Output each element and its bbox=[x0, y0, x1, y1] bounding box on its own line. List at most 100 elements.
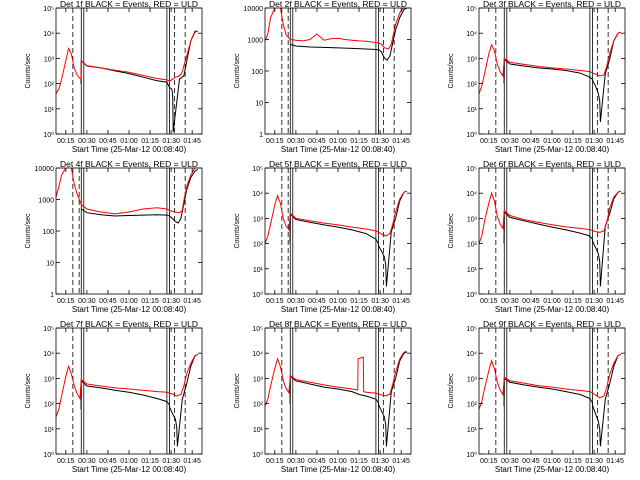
y-tick-label: 10³ bbox=[253, 216, 264, 223]
plot-frame bbox=[478, 7, 626, 135]
y-axis-label: Counts/sec bbox=[234, 373, 241, 409]
y-axis-label: Counts/sec bbox=[25, 373, 32, 409]
x-tick-label: 00:30 bbox=[287, 298, 305, 305]
series-line-uld bbox=[56, 168, 196, 215]
y-tick-label: 10⁰ bbox=[43, 131, 54, 139]
panel-det-5: Det 5f BLACK = Events, RED = ULD 10⁰ 10¹ 10… bbox=[234, 159, 412, 314]
x-tick-label: 00:30 bbox=[287, 458, 305, 465]
x-tick-label: 00:30 bbox=[501, 138, 519, 145]
series-line-events bbox=[503, 31, 621, 123]
x-tick-label: 01:15 bbox=[141, 458, 159, 465]
y-tick-label: 10⁴ bbox=[252, 191, 263, 198]
y-tick-label: 10⁵ bbox=[43, 6, 54, 13]
x-tick-label: 01:30 bbox=[371, 458, 389, 465]
x-tick-label: 00:15 bbox=[57, 458, 75, 465]
y-tick-label: 10⁴ bbox=[43, 351, 54, 358]
y-tick-label: 10⁴ bbox=[466, 31, 477, 38]
x-tick-label: 01:45 bbox=[606, 138, 624, 145]
x-tick-label: 01:15 bbox=[141, 298, 159, 305]
y-tick-label: 100 bbox=[42, 229, 54, 236]
x-tick-label: 01:45 bbox=[606, 298, 624, 305]
y-tick-label: 1 bbox=[259, 132, 263, 139]
y-tick-label: 10 bbox=[46, 261, 54, 268]
x-tick-label: 01:30 bbox=[162, 458, 180, 465]
y-tick-label: 1000 bbox=[247, 38, 263, 45]
panel-det-6: Det 6f BLACK = Events, RED = ULD 10⁰ 10¹ 10… bbox=[448, 159, 626, 314]
y-tick-label: 10⁵ bbox=[466, 6, 477, 13]
y-tick-label: 10⁴ bbox=[252, 351, 263, 358]
x-tick-label: 01:00 bbox=[329, 458, 347, 465]
x-tick-label: 01:45 bbox=[606, 458, 624, 465]
y-tick-label: 10⁰ bbox=[252, 291, 263, 299]
x-tick-label: 00:45 bbox=[522, 138, 540, 145]
x-tick-label: 00:15 bbox=[57, 298, 75, 305]
x-tick-label: 00:15 bbox=[266, 138, 284, 145]
y-tick-label: 10³ bbox=[253, 376, 264, 383]
x-tick-label: 01:15 bbox=[564, 458, 582, 465]
y-tick-label: 10⁰ bbox=[466, 451, 477, 459]
y-tick-label: 10¹ bbox=[253, 267, 264, 274]
x-axis-label: Start Time (25-Mar-12 00:08:40) bbox=[281, 305, 396, 314]
series-line-events bbox=[503, 353, 621, 447]
y-tick-label: 10¹ bbox=[44, 107, 55, 114]
series-line-events bbox=[80, 30, 198, 133]
x-tick-label: 00:45 bbox=[99, 138, 117, 145]
x-tick-label: 01:15 bbox=[564, 298, 582, 305]
y-axis-label: Counts/sec bbox=[234, 213, 241, 249]
plot-frame bbox=[264, 327, 412, 455]
chart-title: Det 8f BLACK = Events, RED = ULD bbox=[269, 319, 407, 329]
x-axis-label: Start Time (25-Mar-12 00:08:40) bbox=[72, 305, 187, 314]
chart-title: Det 7f BLACK = Events, RED = ULD bbox=[60, 319, 198, 329]
y-axis-label: Counts/sec bbox=[234, 53, 241, 89]
x-tick-label: 00:30 bbox=[287, 138, 305, 145]
x-tick-label: 01:30 bbox=[371, 298, 389, 305]
panel-det-2: Det 2f BLACK = Events, RED = ULD 1 10 100 10… bbox=[234, 0, 412, 154]
y-tick-label: 10 bbox=[255, 101, 263, 108]
chart-title: Det 5f BLACK = Events, RED = ULD bbox=[269, 159, 407, 169]
y-tick-label: 10¹ bbox=[44, 427, 55, 434]
y-tick-label: 10² bbox=[253, 402, 264, 409]
y-tick-label: 10⁵ bbox=[252, 326, 263, 333]
panel-det-7: Det 7f BLACK = Events, RED = ULD 10⁰ 10¹ 10… bbox=[25, 319, 203, 474]
x-tick-label: 00:30 bbox=[501, 298, 519, 305]
y-tick-label: 10² bbox=[467, 82, 478, 89]
x-tick-label: 00:30 bbox=[78, 298, 96, 305]
y-tick-label: 10⁰ bbox=[466, 131, 477, 139]
x-tick-label: 01:00 bbox=[543, 458, 561, 465]
x-tick-label: 01:30 bbox=[585, 458, 603, 465]
y-tick-label: 1 bbox=[50, 292, 54, 299]
y-tick-label: 10³ bbox=[44, 376, 55, 383]
y-tick-label: 10² bbox=[467, 242, 478, 249]
x-tick-label: 01:15 bbox=[564, 138, 582, 145]
series-line-uld bbox=[479, 190, 621, 244]
y-tick-label: 10⁵ bbox=[466, 166, 477, 173]
x-tick-label: 01:00 bbox=[120, 138, 138, 145]
plot-frame bbox=[264, 7, 412, 135]
y-tick-label: 100 bbox=[251, 69, 263, 76]
chart-title: Det 1f BLACK = Events, RED = ULD bbox=[60, 0, 198, 9]
y-tick-label: 10000 bbox=[244, 6, 264, 13]
series-line-events bbox=[290, 8, 408, 61]
x-tick-label: 01:15 bbox=[350, 298, 368, 305]
y-axis-label: Counts/sec bbox=[448, 373, 455, 409]
x-tick-label: 01:30 bbox=[371, 138, 389, 145]
y-tick-label: 1000 bbox=[38, 198, 54, 205]
x-tick-label: 00:45 bbox=[522, 298, 540, 305]
y-axis-label: Counts/sec bbox=[448, 53, 455, 89]
x-tick-label: 01:30 bbox=[162, 298, 180, 305]
y-axis-label: Counts/sec bbox=[25, 53, 32, 89]
y-tick-label: 10⁴ bbox=[466, 191, 477, 198]
x-tick-label: 01:00 bbox=[329, 298, 347, 305]
x-tick-label: 00:15 bbox=[480, 458, 498, 465]
y-tick-label: 10⁴ bbox=[466, 351, 477, 358]
y-tick-label: 10¹ bbox=[467, 107, 478, 114]
y-tick-label: 10⁰ bbox=[252, 451, 263, 459]
series-line-uld bbox=[265, 190, 407, 244]
x-tick-label: 01:15 bbox=[141, 138, 159, 145]
y-tick-label: 10¹ bbox=[467, 267, 478, 274]
x-tick-label: 01:00 bbox=[543, 138, 561, 145]
y-tick-label: 10⁵ bbox=[466, 326, 477, 333]
chart-title: Det 6f BLACK = Events, RED = ULD bbox=[483, 159, 621, 169]
panel-det-9: Det 9f BLACK = Events, RED = ULD 10⁰ 10¹ 10… bbox=[448, 319, 626, 474]
x-axis-label: Start Time (25-Mar-12 00:08:40) bbox=[281, 145, 396, 154]
